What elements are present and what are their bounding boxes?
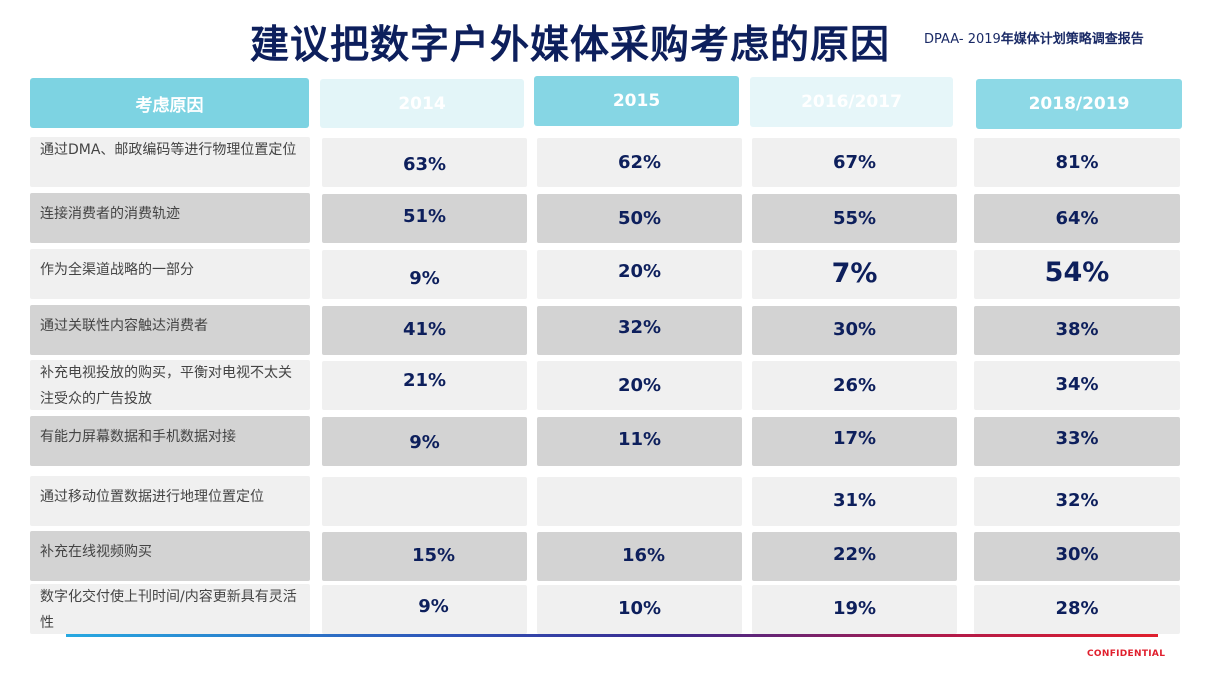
value-2015: 20% <box>537 250 742 299</box>
value-2018-2019: 81% <box>974 138 1180 187</box>
value-2014: 9% <box>322 417 527 466</box>
value-2016-2017: 17% <box>752 417 957 466</box>
value-2015: 11% <box>537 417 742 466</box>
value-2018-2019: 28% <box>974 585 1180 634</box>
source-prefix: DPAA- 2019 <box>924 32 1001 47</box>
reason-cell: 通过移动位置数据进行地理位置定位 <box>30 476 310 526</box>
value-2015: 20% <box>537 361 742 410</box>
value-2018-2019: 54% <box>974 250 1180 299</box>
value-2018-2019: 32% <box>974 477 1180 526</box>
confidential-label: CONFIDENTIAL <box>1087 649 1166 659</box>
reason-cell: 通过关联性内容触达消费者 <box>30 305 310 355</box>
value-2016-2017: 55% <box>752 194 957 243</box>
reason-cell: 补充电视投放的购买，平衡对电视不太关注受众的广告投放 <box>30 360 310 410</box>
value-2016-2017: 19% <box>752 585 957 634</box>
value-2014 <box>322 477 527 526</box>
reason-cell: 连接消费者的消费轨迹 <box>30 193 310 243</box>
value-2018-2019: 30% <box>974 532 1180 581</box>
page-title: 建议把数字户外媒体采购考虑的原因 <box>250 23 891 68</box>
value-2016-2017: 31% <box>752 477 957 526</box>
header-2015: 2015 <box>534 76 739 126</box>
value-2015 <box>537 477 742 526</box>
header-reason: 考虑原因 <box>30 78 309 128</box>
value-2016-2017: 26% <box>752 361 957 410</box>
reason-cell: 通过DMA、邮政编码等进行物理位置定位 <box>30 137 310 187</box>
value-2014: 9% <box>322 585 527 634</box>
value-2015: 32% <box>537 306 742 355</box>
reason-cell: 作为全渠道战略的一部分 <box>30 249 310 299</box>
source-note: DPAA- 2019年媒体计划策略调查报告 <box>924 28 1144 47</box>
value-2015: 10% <box>537 585 742 634</box>
value-2014: 9% <box>322 250 527 299</box>
value-2014: 63% <box>322 138 527 187</box>
value-2016-2017: 67% <box>752 138 957 187</box>
reason-cell: 数字化交付使上刊时间/内容更新具有灵活性 <box>30 584 310 634</box>
source-suffix: 年媒体计划策略调查报告 <box>1000 32 1144 47</box>
bottom-gradient-divider <box>66 634 1158 637</box>
reason-cell: 补充在线视频购买 <box>30 531 310 581</box>
value-2014: 21% <box>322 361 527 410</box>
value-2014: 41% <box>322 306 527 355</box>
header-2014: 2014 <box>320 79 524 128</box>
value-2014: 51% <box>322 194 527 243</box>
value-2015: 62% <box>537 138 742 187</box>
header-2016-2017: 2016/2017 <box>750 77 953 127</box>
value-2015: 16% <box>537 532 742 581</box>
header-2018-2019: 2018/2019 <box>976 79 1182 129</box>
value-2014: 15% <box>322 532 527 581</box>
value-2018-2019: 64% <box>974 194 1180 243</box>
value-2018-2019: 38% <box>974 306 1180 355</box>
value-2018-2019: 34% <box>974 361 1180 410</box>
reason-cell: 有能力屏幕数据和手机数据对接 <box>30 416 310 466</box>
value-2016-2017: 30% <box>752 306 957 355</box>
value-2016-2017: 7% <box>752 250 957 299</box>
value-2016-2017: 22% <box>752 532 957 581</box>
value-2015: 50% <box>537 194 742 243</box>
value-2018-2019: 33% <box>974 417 1180 466</box>
